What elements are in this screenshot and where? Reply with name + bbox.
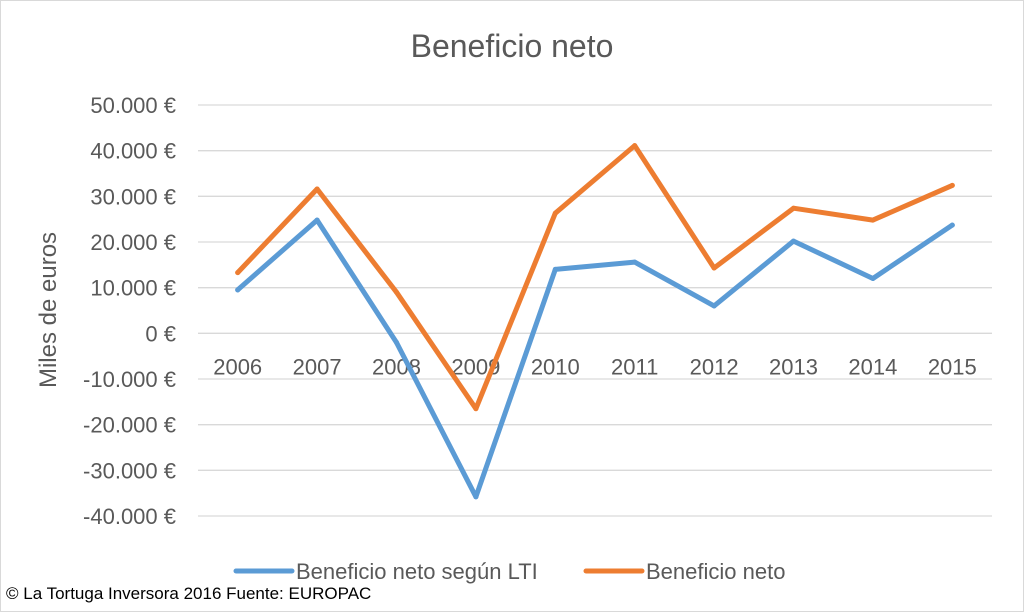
gridlines [198,104,992,517]
data-point [711,265,717,271]
x-tick-label: 2012 [690,354,739,379]
chart-title: Beneficio neto [411,28,614,64]
y-tick-label: 50.000 € [90,93,176,118]
data-point [870,276,876,282]
y-tick-label: 20.000 € [90,230,176,255]
x-tick-label: 2010 [531,354,580,379]
y-tick-label: -40.000 € [83,504,176,529]
y-tick-label: -30.000 € [83,458,176,483]
x-tick-labels: 2006 2007 2008 2009 2010 2011 2012 2013 2014 2015 [213,354,977,379]
legend-label: Beneficio neto [646,559,785,584]
y-tick-labels: 50.000 € 40.000 € 30.000 € 20.000 € 10.000 €… [83,93,176,529]
legend: Beneficio neto según LTI Beneficio neto [233,559,785,584]
data-point [235,287,241,293]
series-line-2 [235,143,955,412]
data-point [473,406,479,412]
y-tick-label: 10.000 € [90,276,176,301]
y-tick-label: 40.000 € [90,139,176,164]
data-point [473,494,479,500]
x-tick-label: 2014 [848,354,897,379]
y-tick-label: 30.000 € [90,184,176,209]
x-tick-label: 2015 [928,354,977,379]
data-point [791,238,796,244]
data-point [632,259,638,265]
data-point [870,217,876,223]
data-point [949,182,955,188]
data-point [552,266,558,272]
data-point [552,210,558,216]
data-point [394,339,399,345]
x-tick-label: 2013 [769,354,818,379]
data-point [632,143,638,149]
series-line-1 [235,217,955,500]
data-point [235,270,241,276]
data-point [949,222,955,228]
y-tick-label: -20.000 € [83,413,176,438]
x-tick-label: 2007 [293,354,342,379]
x-tick-label: 2011 [611,354,658,379]
data-point [314,217,320,223]
y-axis-label: Miles de euros [35,232,62,388]
data-point [711,303,717,309]
data-point [394,289,399,295]
data-point [791,205,796,211]
y-tick-label: -10.000 € [83,367,176,392]
legend-label: Beneficio neto según LTI [296,559,538,584]
y-tick-label: 0 € [145,321,176,346]
series-lines [235,143,955,500]
copyright-footer: © La Tortuga Inversora 2016 Fuente: EURO… [6,584,372,603]
x-tick-label: 2006 [213,354,262,379]
data-point [314,186,320,192]
